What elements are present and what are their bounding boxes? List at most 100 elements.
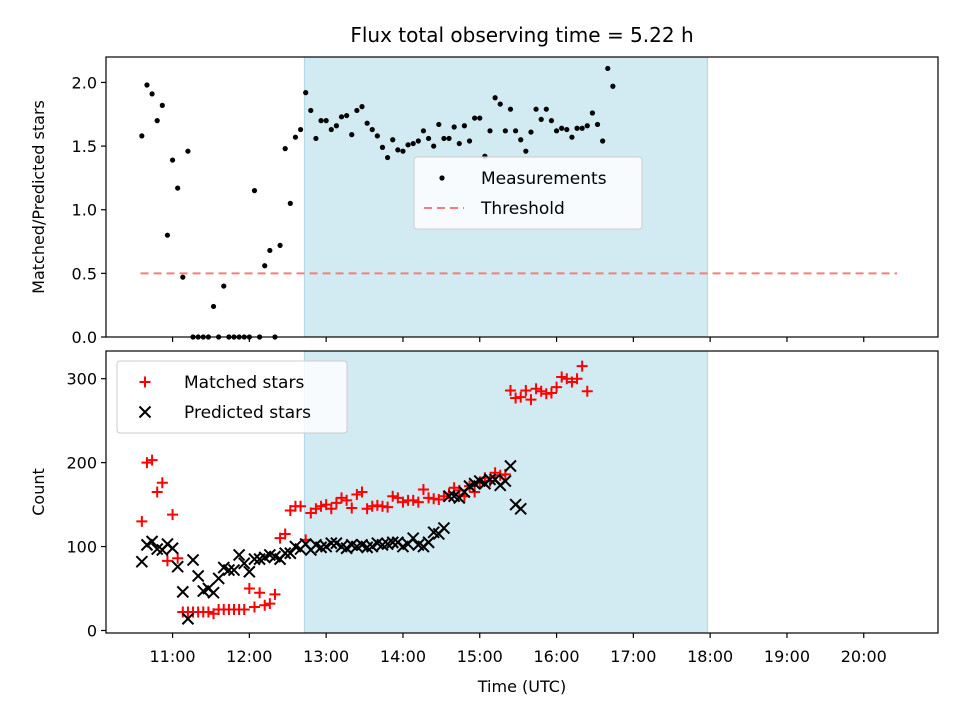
data-point: [523, 148, 529, 154]
data-point: [507, 106, 514, 112]
data-point: [269, 588, 281, 600]
data-point: [243, 583, 255, 595]
data-point: [584, 123, 590, 129]
data-point: [361, 503, 373, 515]
data-point: [518, 137, 524, 143]
x-tick-label: 18:00: [687, 647, 733, 666]
x-tick-label: 12:00: [226, 647, 272, 666]
data-point: [221, 283, 227, 289]
data-point: [515, 391, 527, 403]
data-point: [186, 553, 200, 567]
data-point: [487, 128, 493, 134]
data-point: [412, 496, 424, 508]
data-point: [154, 118, 160, 124]
data-point: [145, 535, 159, 548]
data-point: [472, 115, 478, 121]
y-tick-label: 300: [66, 370, 97, 389]
y-axis-label: Count: [29, 468, 48, 516]
data-point: [264, 598, 276, 610]
data-point: [581, 385, 593, 397]
data-point: [525, 394, 537, 406]
data-point: [417, 483, 429, 495]
bottom-panel: 0 100 200 300 11:00 12:00 13:00 14:00 15:00 16:00…: [29, 350, 939, 666]
data-point: [310, 503, 322, 515]
data-point: [354, 107, 360, 114]
data-point: [382, 501, 394, 513]
data-point: [156, 477, 168, 489]
data-point: [441, 135, 447, 142]
data-point: [492, 95, 498, 101]
data-point: [425, 135, 432, 142]
data-point: [548, 118, 555, 124]
legend-marker: [139, 376, 151, 388]
data-point: [181, 612, 195, 625]
data-point: [315, 500, 327, 512]
y-tick-label: 2.0: [72, 73, 97, 92]
data-point: [387, 490, 399, 502]
data-point: [576, 360, 588, 372]
data-point: [600, 138, 606, 144]
chart-title: Flux total observing time = 5.22 h: [350, 23, 693, 47]
data-point: [446, 135, 452, 142]
data-point: [513, 128, 519, 134]
data-point: [318, 118, 324, 124]
data-point: [151, 486, 163, 498]
data-point: [605, 65, 611, 72]
x-tick-label: 11:00: [150, 647, 196, 666]
data-point: [175, 185, 181, 191]
y-tick-label: 0.5: [72, 264, 97, 283]
data-point: [610, 83, 616, 89]
data-point: [338, 114, 345, 120]
data-point: [589, 110, 596, 116]
top-panel: 0.0 0.5 1.0 1.5 2.0 Matched/Predicted stars Me…: [29, 56, 939, 347]
data-point: [159, 102, 165, 108]
data-point: [325, 536, 338, 550]
data-point: [202, 606, 214, 618]
y-tick-label: 1.5: [72, 137, 97, 156]
data-point: [277, 242, 283, 248]
x-tick-label: 20:00: [841, 647, 887, 666]
data-point: [207, 586, 220, 599]
data-point: [171, 560, 184, 573]
data-point: [422, 536, 435, 549]
data-point: [385, 154, 391, 161]
data-point: [164, 232, 171, 238]
data-point: [279, 528, 291, 540]
data-point: [390, 137, 396, 143]
x-tick-label: 19:00: [764, 647, 810, 666]
data-point: [278, 547, 292, 560]
x-tick-label: 14:00: [380, 647, 426, 666]
x-tick-label: 17:00: [610, 647, 656, 666]
data-point: [167, 509, 179, 521]
y-tick-label: 0: [87, 621, 97, 640]
data-point: [504, 459, 517, 473]
data-point: [579, 125, 585, 131]
data-point: [297, 126, 304, 133]
data-point: [166, 542, 179, 555]
data-point: [251, 188, 258, 194]
data-point: [400, 148, 406, 154]
legend-label: Matched stars: [184, 373, 304, 393]
data-point: [222, 563, 236, 577]
data-point: [386, 536, 399, 549]
data-point: [451, 124, 457, 130]
data-point: [594, 121, 601, 128]
data-point: [559, 125, 565, 131]
legend-label: Threshold: [480, 199, 565, 219]
data-point: [437, 521, 451, 535]
data-point: [349, 132, 355, 138]
legend-marker: [138, 405, 152, 419]
data-point: [538, 116, 544, 122]
legend: Matched stars Predicted stars: [116, 360, 348, 434]
data-point: [553, 128, 560, 134]
data-point: [528, 129, 534, 135]
data-point: [282, 146, 288, 152]
data-point: [420, 128, 427, 134]
data-point: [569, 134, 575, 140]
data-point: [530, 383, 542, 395]
data-point: [303, 90, 309, 96]
data-point: [185, 148, 191, 154]
data-point: [238, 604, 250, 615]
data-point: [346, 502, 358, 514]
